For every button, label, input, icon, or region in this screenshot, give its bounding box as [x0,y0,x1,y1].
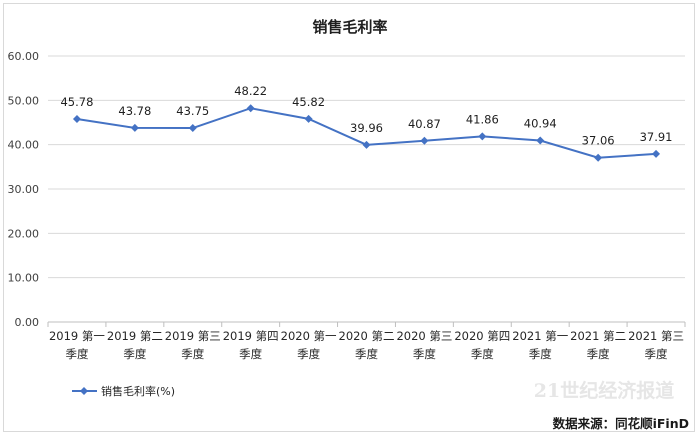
x-tick-label: 2019 第三 [165,329,221,343]
x-tick-label: 2020 第二 [339,329,395,343]
data-point [72,115,81,124]
data-label: 48.22 [234,84,267,98]
data-point [536,136,545,145]
chart-title: 销售毛利率 [312,18,387,36]
data-point [420,136,429,145]
y-tick-label: 50.00 [8,94,40,107]
x-tick-label: 季度 [123,347,146,361]
data-label: 37.91 [640,130,673,144]
x-tick-label: 季度 [239,347,262,361]
data-point [478,132,487,141]
chart-frame [3,3,695,432]
x-tick-label: 季度 [413,347,436,361]
legend-marker [80,387,88,395]
x-tick-label: 季度 [645,347,668,361]
data-point [246,104,255,113]
source-label: 数据来源：同花顺iFinD [552,416,689,431]
data-point [304,114,313,123]
x-tick-label: 2021 第二 [570,329,626,343]
data-label: 41.86 [466,112,499,126]
x-tick-label: 2019 第一 [49,329,105,343]
x-tick-label: 季度 [297,347,320,361]
data-label: 43.78 [118,104,151,118]
data-label: 43.75 [176,104,209,118]
data-label: 45.78 [60,95,93,109]
data-label: 40.87 [408,117,441,131]
data-label: 39.96 [350,121,383,135]
x-tick-label: 2020 第一 [281,329,337,343]
x-tick-label: 2020 第四 [454,329,510,343]
x-tick-label: 2020 第三 [396,329,452,343]
data-label: 40.94 [524,116,557,130]
x-tick-label: 2019 第四 [223,329,279,343]
data-point [130,123,139,132]
x-tick-label: 季度 [181,347,204,361]
x-tick-label: 2019 第二 [107,329,163,343]
y-tick-label: 60.00 [8,50,40,63]
y-tick-label: 30.00 [8,183,40,196]
x-tick-label: 季度 [65,347,88,361]
x-tick-label: 2021 第一 [512,329,568,343]
watermark-text: 21世纪经济报道 [534,379,674,402]
x-tick-label: 季度 [355,347,378,361]
data-point [594,153,603,162]
y-tick-label: 0.00 [15,316,40,329]
data-point [362,140,371,149]
data-label: 37.06 [582,134,615,148]
x-tick-label: 季度 [529,347,552,361]
y-tick-label: 20.00 [8,227,40,240]
data-point [188,124,197,133]
y-tick-label: 40.00 [8,139,40,152]
x-tick-label: 2021 第三 [628,329,684,343]
data-label: 45.82 [292,95,325,109]
legend-label: 销售毛利率(%) [101,384,175,398]
x-tick-label: 季度 [471,347,494,361]
data-point [652,149,661,158]
x-tick-label: 季度 [587,347,610,361]
y-tick-label: 10.00 [8,272,40,285]
